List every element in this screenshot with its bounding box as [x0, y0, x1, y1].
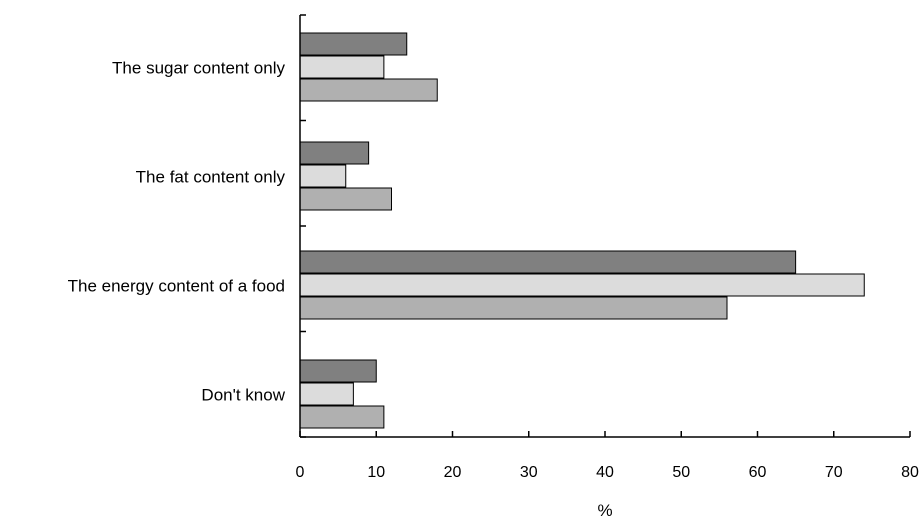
bar-2-series-0 — [299, 250, 797, 274]
labels-group: The sugar content only The fat content on… — [68, 59, 919, 482]
bar-2-series-2 — [299, 296, 728, 320]
x-tick-label-4: 40 — [596, 464, 614, 481]
x-tick-label-2: 20 — [444, 464, 462, 481]
bar-0-series-2 — [299, 78, 438, 102]
bars-group — [299, 32, 865, 429]
category-label-3: Don't know — [201, 386, 285, 405]
x-tick-label-3: 30 — [520, 464, 538, 481]
bar-0-series-1 — [299, 55, 385, 79]
bar-3-series-2 — [299, 405, 385, 429]
x-tick-label-6: 60 — [749, 464, 767, 481]
bar-0-series-0 — [299, 32, 408, 56]
category-label-1: The fat content only — [136, 168, 286, 187]
x-tick-label-5: 50 — [672, 464, 690, 481]
x-tick-label-7: 70 — [825, 464, 843, 481]
x-tick-label-1: 10 — [367, 464, 385, 481]
bar-3-series-1 — [299, 382, 354, 406]
category-label-2: The energy content of a food — [68, 277, 285, 296]
bar-1-series-2 — [299, 187, 392, 211]
bar-3-series-0 — [299, 359, 377, 383]
x-axis-title: % — [597, 501, 612, 520]
category-label-0: The sugar content only — [112, 59, 285, 78]
bar-2-series-1 — [299, 273, 865, 297]
bar-1-series-1 — [299, 164, 347, 188]
x-tick-label-8: 80 — [901, 464, 919, 481]
axes-group — [299, 14, 911, 438]
x-tick-label-0: 0 — [296, 464, 305, 481]
bar-1-series-0 — [299, 141, 370, 165]
